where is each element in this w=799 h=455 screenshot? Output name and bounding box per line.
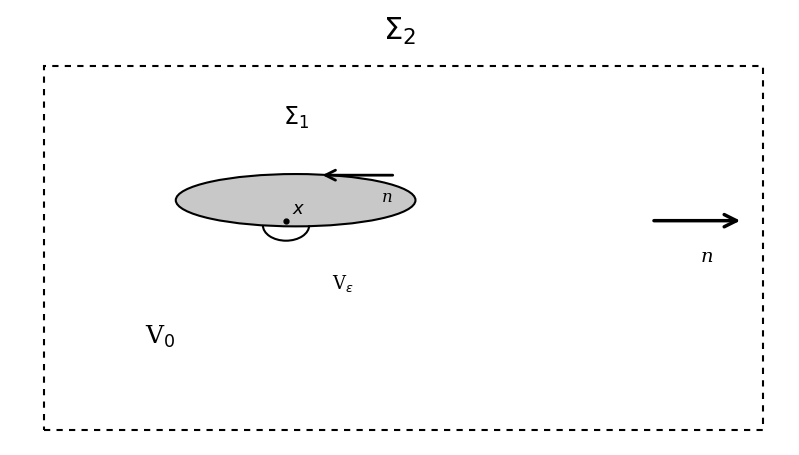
Bar	[44, 66, 763, 430]
Text: $x$: $x$	[292, 200, 306, 218]
Text: n: n	[701, 248, 714, 266]
Text: V$_\varepsilon$: V$_\varepsilon$	[332, 273, 353, 294]
Text: $\Sigma_1$: $\Sigma_1$	[283, 105, 308, 131]
Ellipse shape	[176, 174, 415, 226]
Text: $\Sigma_2$: $\Sigma_2$	[383, 16, 416, 47]
Text: n: n	[382, 189, 393, 206]
Text: V$_0$: V$_0$	[145, 324, 175, 350]
